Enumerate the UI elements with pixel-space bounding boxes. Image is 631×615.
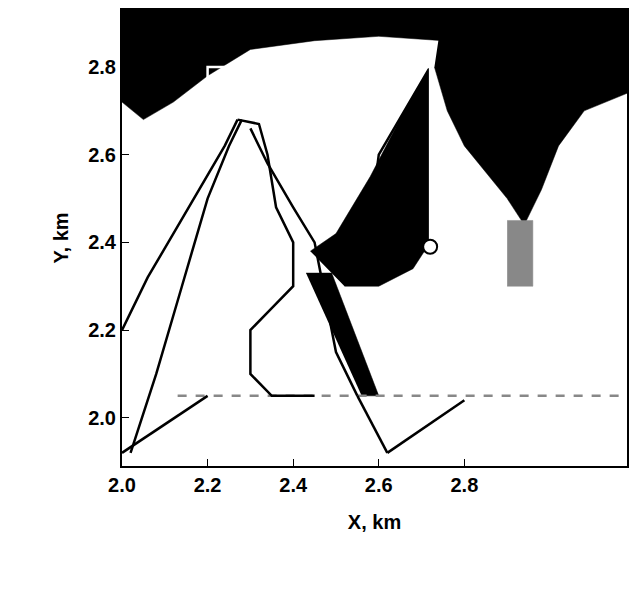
svg-text:Y, km: Y, km xyxy=(50,212,72,263)
svg-text:2.8: 2.8 xyxy=(450,474,478,496)
svg-text:X, km: X, km xyxy=(348,511,401,533)
svg-text:2.2: 2.2 xyxy=(88,319,116,341)
svg-text:2.0: 2.0 xyxy=(108,474,136,496)
svg-text:2.6: 2.6 xyxy=(88,144,116,166)
svg-text:2.8: 2.8 xyxy=(88,56,116,78)
svg-text:2.4: 2.4 xyxy=(88,231,117,253)
svg-text:2.6: 2.6 xyxy=(365,474,393,496)
svg-text:2.2: 2.2 xyxy=(194,474,222,496)
svg-text:2.4: 2.4 xyxy=(279,474,308,496)
svg-text:2.0: 2.0 xyxy=(88,407,116,429)
